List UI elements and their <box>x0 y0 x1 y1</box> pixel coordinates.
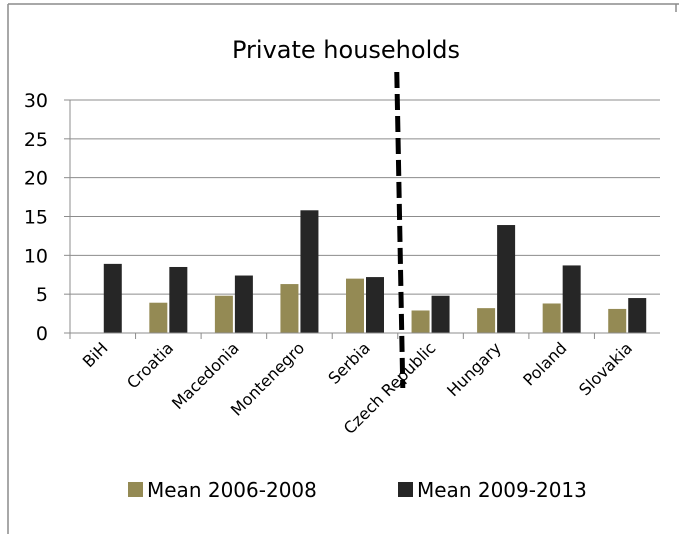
x-tick-label: BiH <box>79 338 112 371</box>
y-tick-label: 25 <box>24 129 48 151</box>
bar-mean-2009-2013 <box>366 277 384 333</box>
y-tick-label: 20 <box>24 168 48 190</box>
x-tick-label: Poland <box>519 338 570 389</box>
bar-mean-2006-2008 <box>346 278 364 333</box>
bar-mean-2009-2013 <box>562 265 581 333</box>
x-tick-label: Serbia <box>324 338 373 387</box>
bar-mean-2009-2013 <box>628 298 647 333</box>
bar-mean-2009-2013 <box>234 275 253 333</box>
y-axis-ticks: 0 5 10 15 20 25 30 <box>24 90 70 345</box>
bar-mean-2009-2013 <box>103 263 122 333</box>
legend: Mean 2006-2008 Mean 2009-2013 <box>128 478 587 502</box>
axes <box>69 100 660 339</box>
bars <box>103 210 647 333</box>
x-tick-label: Croatia <box>123 338 177 392</box>
legend-label: Mean 2009-2013 <box>417 478 587 502</box>
bar-mean-2006-2008 <box>149 302 168 333</box>
x-tick-label: Hungary <box>443 338 505 400</box>
legend-swatch <box>128 482 143 497</box>
bar-mean-2006-2008 <box>214 295 233 333</box>
bar-mean-2009-2013 <box>300 210 319 333</box>
y-tick-label: 0 <box>36 323 48 345</box>
legend-label: Mean 2006-2008 <box>147 478 317 502</box>
bar-mean-2006-2008 <box>542 303 561 333</box>
y-tick-label: 15 <box>24 207 48 229</box>
bar-mean-2009-2013 <box>169 266 188 333</box>
chart-title: Private households <box>232 36 460 64</box>
y-tick-label: 5 <box>36 284 48 306</box>
x-tick-label: Slovakia <box>575 338 636 399</box>
bar-mean-2009-2013 <box>497 225 516 333</box>
y-tick-label: 30 <box>24 90 48 112</box>
bar-mean-2009-2013 <box>431 295 450 333</box>
divider-line <box>394 71 406 389</box>
bar-mean-2006-2008 <box>477 308 496 333</box>
bar-mean-2006-2008 <box>608 308 627 333</box>
y-tick-label: 10 <box>24 245 48 267</box>
bar-mean-2006-2008 <box>411 310 430 333</box>
bar-mean-2006-2008 <box>280 284 299 333</box>
gridlines <box>70 99 660 295</box>
legend-swatch <box>398 482 413 497</box>
